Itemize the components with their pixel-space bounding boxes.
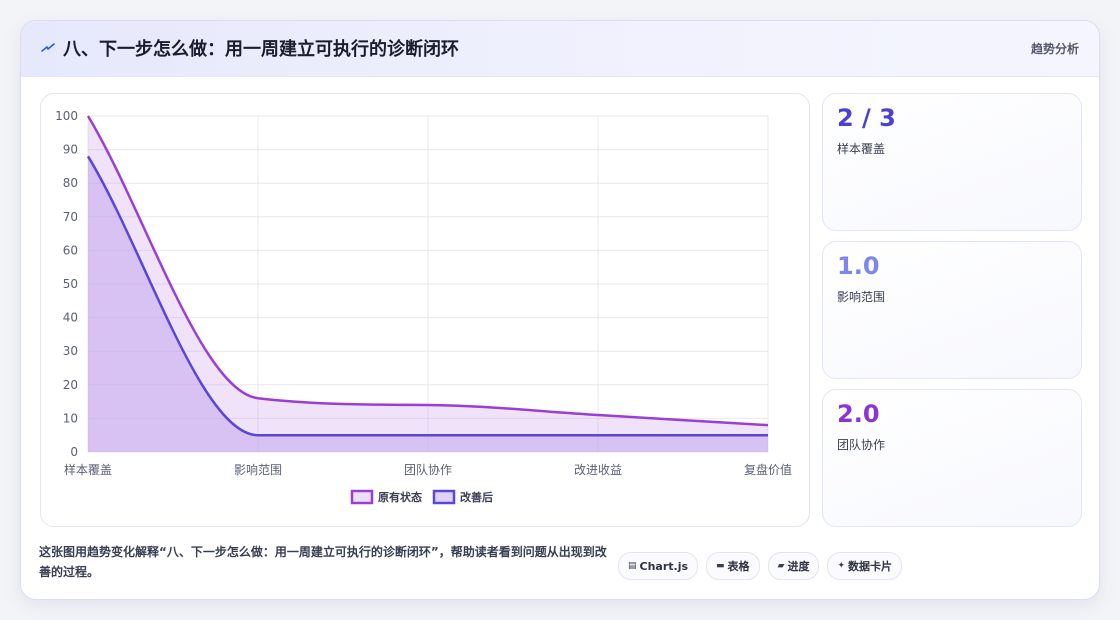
x-tick-label: 样本覆盖	[64, 462, 112, 477]
chart-panel: 0 10 20 30 40 50 60 70 80 90 100 样本覆盖 影响范围 团队协作 改进收益 复盘…	[40, 93, 810, 527]
chip-label: Chart.js	[639, 559, 689, 573]
stat-card-3: 2.0 团队协作	[822, 389, 1082, 527]
area-chart: 0 10 20 30 40 50 60 70 80 90 100 样本覆盖 影响范围 团队协作 改进收益 复盘…	[55, 109, 792, 505]
stat-value: 2 / 3	[837, 104, 896, 132]
chip-table[interactable]: ▬ 表格	[706, 552, 760, 580]
legend-label: 改善后	[460, 490, 493, 504]
chip-label: 数据卡片	[848, 560, 893, 573]
y-tick-label: 40	[63, 311, 78, 325]
main-card: 八、下一步怎么做：用一周建立可执行的诊断闭环 趋势分析 0 10 20 30 40 50 6…	[20, 20, 1100, 600]
series-line-1	[86, 115, 769, 427]
chip-progress[interactable]: ▰ 进度	[767, 552, 820, 580]
legend-swatch	[350, 489, 374, 505]
chip-group: ▤ Chart.js ▬ 表格 ▰ 进度 ✦ 数据卡片	[618, 552, 903, 580]
card-header: 八、下一步怎么做：用一周建立可执行的诊断闭环 趋势分析	[21, 21, 1099, 77]
legend-swatch	[432, 489, 456, 505]
chip-label: 进度	[787, 560, 810, 573]
chip-data-card[interactable]: ✦ 数据卡片	[827, 552, 903, 580]
stat-label: 团队协作	[837, 438, 886, 452]
stat-label: 影响范围	[837, 290, 886, 304]
chip-label: 表格	[727, 560, 750, 573]
y-tick-label: 30	[63, 344, 78, 358]
x-tick-label: 影响范围	[234, 462, 282, 477]
stat-card-2: 1.0 影响范围	[822, 241, 1082, 379]
progress-icon: ▰	[777, 561, 785, 571]
series-line-2	[86, 155, 768, 437]
y-tick-label: 0	[70, 445, 78, 459]
x-tick-label: 团队协作	[404, 462, 452, 477]
chart-icon: ▤	[628, 561, 637, 571]
trend-tag[interactable]: 趋势分析	[1030, 42, 1079, 56]
legend-label: 原有状态	[378, 490, 422, 504]
y-tick-label: 10	[63, 411, 78, 425]
y-tick-label: 20	[63, 378, 78, 392]
y-tick-label: 90	[63, 143, 78, 157]
bolt-icon	[41, 43, 55, 52]
y-tick-label: 60	[63, 243, 78, 257]
chart-description: 这张图用趋势变化解释“八、下一步怎么做：用一周建立可执行的诊断闭环”，帮助读者看…	[39, 545, 607, 579]
sparkle-icon: ✦	[837, 561, 846, 571]
x-tick-label: 复盘价值	[744, 462, 792, 477]
y-tick-label: 80	[63, 176, 78, 190]
page-title: 八、下一步怎么做：用一周建立可执行的诊断闭环	[63, 39, 459, 60]
stat-card-1: 2 / 3 样本覆盖	[822, 93, 1082, 231]
stat-label: 样本覆盖	[837, 142, 886, 156]
table-icon: ▬	[716, 561, 725, 571]
series-area-2	[88, 156, 768, 452]
stat-value: 1.0	[837, 252, 880, 280]
y-tick-label: 100	[55, 109, 78, 123]
chip-chartjs[interactable]: ▤ Chart.js	[618, 552, 699, 580]
y-tick-label: 70	[63, 210, 78, 224]
stat-value: 2.0	[837, 400, 880, 428]
x-tick-label: 改进收益	[574, 463, 622, 477]
series-area-1	[88, 116, 768, 452]
y-tick-label: 50	[63, 277, 78, 291]
